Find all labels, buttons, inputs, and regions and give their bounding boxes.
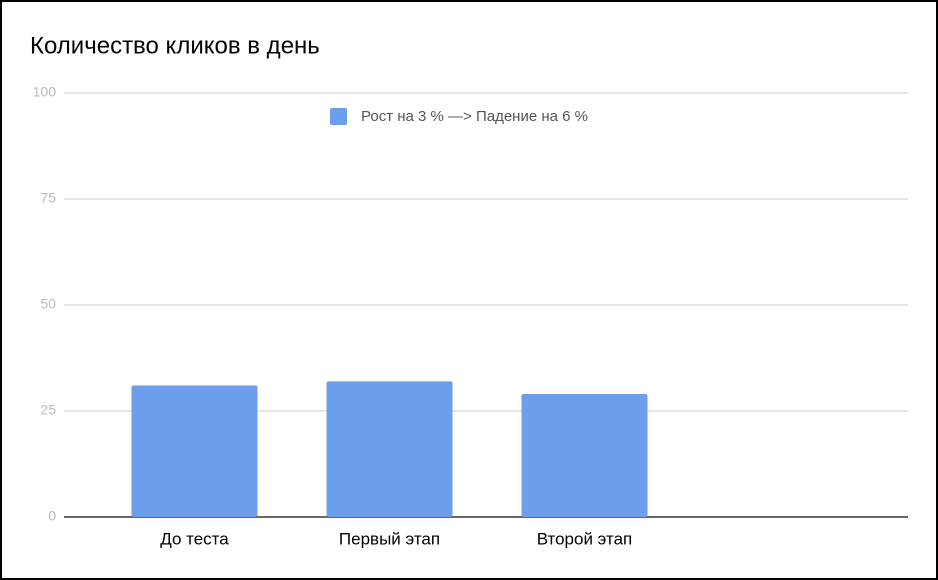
x-tick-label: Первый этап: [339, 529, 440, 548]
x-tick-label: Второй этап: [537, 529, 633, 548]
legend-swatch: [330, 108, 347, 125]
y-tick-label: 25: [40, 402, 56, 418]
bar: [131, 385, 258, 517]
bar: [521, 394, 648, 517]
y-tick-label: 75: [40, 190, 56, 206]
y-tick-label: 50: [40, 296, 56, 312]
y-tick-label: 100: [33, 84, 57, 100]
y-tick-label: 0: [48, 508, 56, 524]
x-tick-label: До теста: [160, 529, 229, 548]
legend-label: Рост на 3 % —> Падение на 6 %: [361, 108, 588, 125]
chart-title: Количество кликов в день: [30, 32, 320, 59]
bar: [326, 381, 453, 517]
